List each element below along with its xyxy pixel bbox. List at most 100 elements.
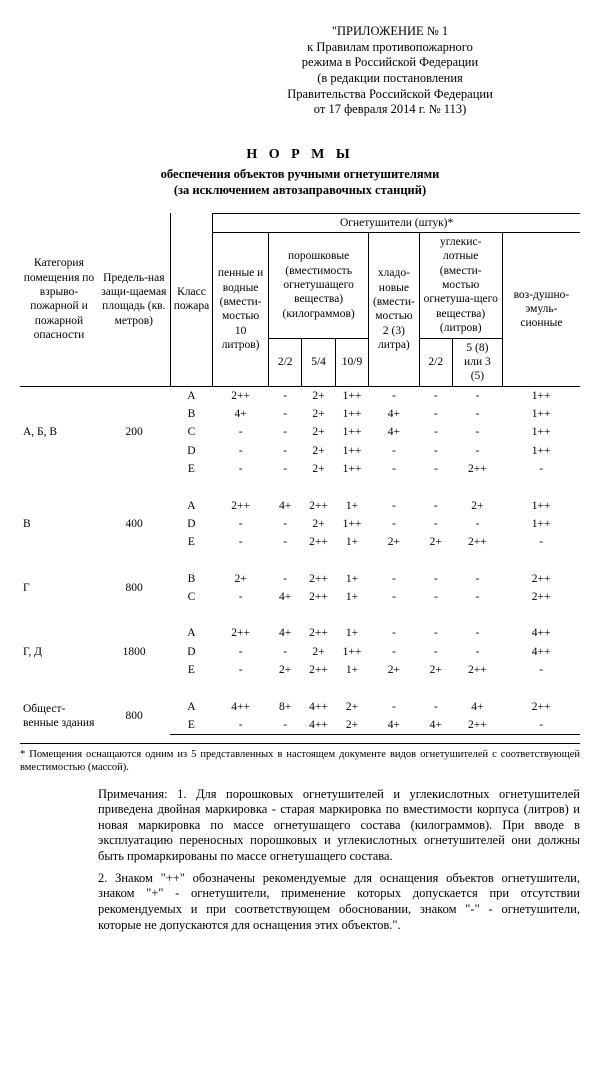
cell-value: 1++	[502, 442, 580, 460]
cell-value: 2++	[452, 716, 502, 735]
cell-value: 4+	[369, 716, 419, 735]
cell-value: -	[452, 515, 502, 533]
cell-value: 1+	[335, 497, 368, 515]
title-block: Н О Р М Ы обеспечения объектов ручными о…	[20, 146, 580, 199]
th-emul: воз-душно-эмуль-сионные	[502, 232, 580, 386]
cell-value: 2+	[302, 386, 335, 405]
group-spacer	[20, 479, 580, 497]
th-p109: 10/9	[335, 338, 368, 386]
footnote: * Помещения оснащаются одним из 5 предст…	[20, 743, 580, 774]
cell-value: 2+	[213, 570, 269, 588]
cell-value: 2+	[302, 423, 335, 441]
cell-area: 800	[98, 698, 170, 735]
table-row: В400A2++4+2++1+--2+1++	[20, 497, 580, 515]
cell-value: -	[419, 588, 452, 606]
cell-value: 1++	[335, 460, 368, 478]
cell-value: 2+	[302, 643, 335, 661]
cell-fireclass: E	[170, 661, 213, 679]
cell-value: -	[213, 588, 269, 606]
table-row: Г800B2+-2++1+---2++	[20, 570, 580, 588]
th-topgroup: Огнетушители (штук)*	[213, 213, 580, 232]
cell-fireclass: E	[170, 716, 213, 735]
cell-value: 4++	[213, 698, 269, 716]
cell-value: -	[269, 405, 302, 423]
cell-value: 1+	[335, 570, 368, 588]
cell-value: -	[213, 533, 269, 551]
cell-category: Г, Д	[20, 624, 98, 679]
cell-value: -	[419, 624, 452, 642]
th-powder: порошковые (вместимость огнетушащего вещ…	[269, 232, 369, 338]
cell-value: -	[369, 588, 419, 606]
cell-area: 200	[98, 386, 170, 478]
cell-value: 2+	[302, 515, 335, 533]
hdr-l1: "ПРИЛОЖЕНИЕ № 1	[200, 24, 580, 40]
cell-value: 2++	[452, 460, 502, 478]
hdr-l3: режима в Российской Федерации	[200, 55, 580, 71]
cell-value: -	[269, 533, 302, 551]
cell-value: -	[369, 497, 419, 515]
cell-value: -	[452, 423, 502, 441]
cell-value: -	[213, 442, 269, 460]
note-1: 1. Для порошковых огнетушителей и углеки…	[98, 787, 580, 864]
cell-value: 2++	[302, 570, 335, 588]
cell-area: 800	[98, 570, 170, 607]
cell-value: 4++	[302, 698, 335, 716]
title-sub1: обеспечения объектов ручными огнетушител…	[20, 167, 580, 183]
cell-value: 4++	[502, 643, 580, 661]
cell-fireclass: D	[170, 515, 213, 533]
title-main: Н О Р М Ы	[20, 146, 580, 164]
cell-value: -	[419, 698, 452, 716]
cell-fireclass: A	[170, 497, 213, 515]
th-p54: 5/4	[302, 338, 335, 386]
cell-fireclass: D	[170, 643, 213, 661]
group-spacer	[20, 680, 580, 698]
cell-value: -	[369, 442, 419, 460]
cell-value: -	[452, 405, 502, 423]
cell-value: -	[269, 423, 302, 441]
cell-value: -	[502, 661, 580, 679]
cell-value: 1++	[335, 643, 368, 661]
title-sub2: (за исключением автозаправочных станций)	[20, 183, 580, 199]
hdr-l2: к Правилам противопожарного	[200, 40, 580, 56]
cell-value: -	[369, 698, 419, 716]
cell-value: 4+	[369, 405, 419, 423]
group-spacer	[20, 606, 580, 624]
cell-value: 1++	[335, 515, 368, 533]
cell-value: -	[419, 442, 452, 460]
cell-value: -	[269, 460, 302, 478]
th-p22: 2/2	[269, 338, 302, 386]
cell-value: -	[213, 643, 269, 661]
cell-value: 1+	[335, 624, 368, 642]
table-head: Категория помещения по взрыво-пожарной и…	[20, 213, 580, 386]
cell-category: Г	[20, 570, 98, 607]
cell-value: -	[369, 624, 419, 642]
cell-value: 2+	[452, 497, 502, 515]
cell-value: 2+	[302, 442, 335, 460]
cell-value: 2+	[369, 661, 419, 679]
cell-value: -	[419, 570, 452, 588]
cell-value: 4+	[419, 716, 452, 735]
table-row: Общест-венные здания800A4++8+4++2+--4+2+…	[20, 698, 580, 716]
cell-value: 4++	[502, 624, 580, 642]
cell-value: 4+	[269, 588, 302, 606]
cell-value: -	[419, 515, 452, 533]
cell-value: -	[419, 423, 452, 441]
cell-value: 2++	[213, 624, 269, 642]
cell-value: 1+	[335, 533, 368, 551]
cell-fireclass: B	[170, 405, 213, 423]
hdr-l4: (в редакции постановления	[200, 71, 580, 87]
th-foam: пенные и водные (вмести-мостью 10 литров…	[213, 232, 269, 386]
cell-value: 2++	[302, 661, 335, 679]
cell-value: -	[269, 386, 302, 405]
cell-fireclass: E	[170, 533, 213, 551]
cell-value: -	[419, 497, 452, 515]
cell-value: 1++	[502, 515, 580, 533]
th-fireclass: Класс пожара	[170, 213, 213, 386]
notes-label: Примечания:	[98, 787, 168, 801]
cell-value: 1++	[502, 497, 580, 515]
cell-category: А, Б, В	[20, 386, 98, 478]
cell-value: -	[213, 423, 269, 441]
cell-value: 4+	[269, 624, 302, 642]
cell-value: -	[452, 570, 502, 588]
cell-value: -	[269, 716, 302, 735]
